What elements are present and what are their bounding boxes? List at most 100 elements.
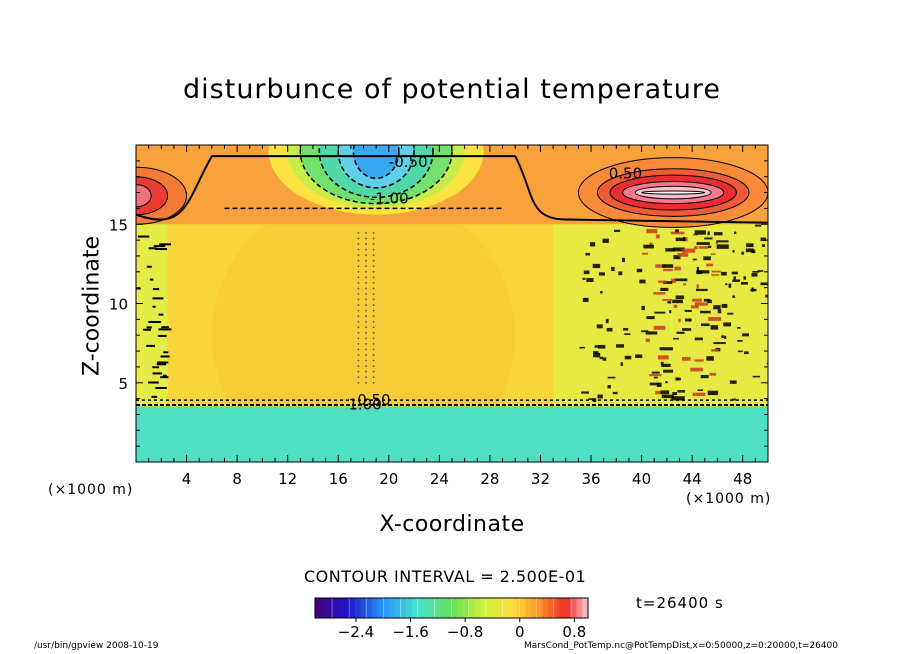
contour-speckle bbox=[744, 351, 749, 355]
contour-speckle bbox=[694, 359, 704, 362]
column-dot bbox=[357, 298, 360, 301]
contour-speckle bbox=[654, 311, 666, 314]
contour-speckle bbox=[672, 299, 683, 304]
contour-speckle bbox=[751, 273, 758, 277]
contour-speckle bbox=[729, 380, 737, 384]
contour-streak bbox=[162, 374, 167, 377]
column-dot bbox=[372, 359, 375, 362]
contour-speckle bbox=[651, 371, 660, 374]
column-dot bbox=[365, 376, 367, 379]
x-tick-label: 40 bbox=[632, 470, 651, 488]
contour-speckle bbox=[694, 246, 698, 250]
contour-speckle bbox=[710, 325, 719, 330]
column-dot bbox=[372, 265, 375, 268]
contour-speckle bbox=[618, 271, 623, 276]
column-dot bbox=[372, 365, 375, 368]
contour-speckle bbox=[691, 305, 699, 309]
contour-speckle bbox=[737, 350, 743, 353]
contour-speckle bbox=[701, 323, 710, 327]
heatmap-field bbox=[136, 145, 768, 462]
contour-speckle bbox=[703, 256, 711, 261]
contour-speckle bbox=[597, 344, 606, 349]
contour-speckle bbox=[731, 398, 737, 401]
contour-speckle bbox=[737, 339, 743, 342]
contour-speckle bbox=[711, 274, 720, 276]
contour-speckle bbox=[707, 390, 719, 396]
contour-speckle bbox=[682, 236, 686, 242]
contour-speckle bbox=[713, 342, 726, 345]
x-tick-label: 36 bbox=[581, 470, 600, 488]
column-dot bbox=[372, 337, 375, 340]
x-unit-label-left: (×1000 m) bbox=[48, 482, 134, 498]
column-dot bbox=[372, 270, 375, 273]
contour-speckle bbox=[616, 344, 625, 348]
contour-speckle bbox=[585, 252, 591, 256]
column-dot bbox=[365, 232, 367, 234]
column-dot bbox=[365, 270, 367, 273]
column-dot bbox=[372, 281, 375, 284]
contour-speckle bbox=[682, 283, 687, 286]
contour-streak bbox=[155, 248, 168, 251]
region-lower-cold-layer bbox=[136, 406, 768, 462]
contour-speckle bbox=[673, 337, 679, 340]
colorbar-tick-label: −2.4 bbox=[338, 623, 374, 641]
contour-streak bbox=[158, 328, 172, 331]
contour-streak bbox=[159, 243, 171, 246]
contour-speckle bbox=[661, 363, 671, 368]
colorbar-cell bbox=[343, 598, 350, 618]
colorbar-cell bbox=[576, 598, 583, 618]
column-dot bbox=[365, 315, 367, 318]
column-dot bbox=[357, 243, 360, 245]
colorbar-tick-label: −1.6 bbox=[392, 623, 428, 641]
contour-speckle bbox=[671, 396, 685, 401]
contour-speckle bbox=[721, 335, 724, 339]
contour-streak bbox=[146, 344, 156, 347]
column-dot bbox=[357, 370, 360, 373]
contour-speckle bbox=[581, 391, 589, 394]
contour-noise-right bbox=[579, 224, 768, 403]
contour-speckle bbox=[655, 234, 660, 239]
contour-speckle bbox=[624, 355, 632, 360]
contour-speckle bbox=[694, 337, 703, 341]
contour-speckle bbox=[746, 243, 754, 248]
x-axis-label: X-coordinate bbox=[379, 512, 525, 537]
colorbar-cell bbox=[326, 598, 333, 618]
contour-speckle bbox=[711, 270, 721, 273]
contour-speckle bbox=[614, 229, 621, 232]
contour-speckle bbox=[662, 298, 672, 301]
contour-speckle bbox=[589, 242, 596, 247]
column-dot bbox=[365, 348, 367, 351]
contour-speckle bbox=[579, 346, 585, 349]
column-dot bbox=[357, 359, 360, 362]
x-tick-label: 32 bbox=[531, 470, 550, 488]
contour-speckle bbox=[598, 272, 605, 276]
x-tick-label: 20 bbox=[379, 470, 398, 488]
contour-speckle bbox=[653, 376, 658, 379]
column-dot bbox=[357, 320, 360, 323]
colorbar-cell bbox=[349, 598, 356, 618]
column-dot bbox=[357, 259, 360, 262]
contour-speckle bbox=[737, 327, 741, 329]
column-dot bbox=[372, 381, 375, 384]
contour-speckle bbox=[602, 357, 607, 361]
contour-speckle bbox=[715, 241, 719, 244]
contour-speckle bbox=[696, 242, 710, 245]
contour-streak bbox=[163, 351, 169, 354]
colorbar-cell bbox=[553, 598, 561, 618]
colorbar-cell bbox=[457, 598, 464, 618]
colorbar-cell bbox=[514, 598, 521, 618]
contour-speckle bbox=[655, 390, 661, 395]
chart-title: disturbunce of potential temperature bbox=[183, 74, 721, 105]
colorbar-cell bbox=[462, 598, 470, 618]
column-dot bbox=[357, 326, 360, 329]
contour-speckle bbox=[708, 317, 722, 321]
contour-streak bbox=[152, 366, 160, 369]
contour-streak bbox=[146, 265, 152, 268]
contour-speckle bbox=[766, 362, 768, 365]
contour-speckle bbox=[676, 377, 681, 381]
contour-streak bbox=[146, 326, 152, 329]
column-dot bbox=[372, 348, 375, 351]
colorbar-tick-label: 0.8 bbox=[562, 623, 586, 641]
contour-speckle bbox=[675, 237, 686, 242]
contour-label: 0.50 bbox=[357, 391, 390, 409]
